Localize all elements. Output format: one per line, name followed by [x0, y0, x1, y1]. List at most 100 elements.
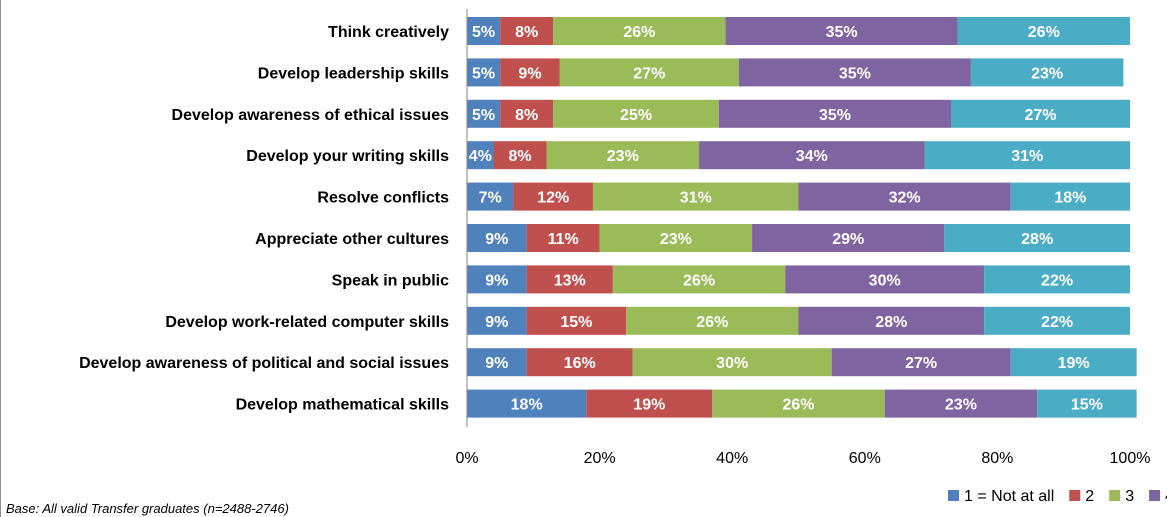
data-label: 35%	[839, 65, 871, 82]
bar-segment	[467, 306, 527, 335]
data-label: 8%	[515, 24, 538, 41]
data-label: 9%	[485, 231, 508, 248]
category-label: Speak in public	[332, 272, 449, 289]
bar-segment	[513, 182, 593, 211]
bar-segment	[1010, 348, 1137, 377]
legend-entry: 4	[1165, 488, 1167, 505]
bar-segment	[831, 348, 1011, 377]
category-label: Develop work-related computer skills	[165, 314, 449, 331]
category-label: Develop leadership skills	[258, 65, 449, 82]
bar-segment	[725, 17, 958, 45]
data-label: 18%	[1054, 190, 1086, 207]
data-label: 18%	[511, 397, 543, 414]
data-label: 23%	[1031, 65, 1063, 82]
bar-segment	[546, 141, 700, 170]
data-label: 31%	[680, 190, 712, 207]
data-label: 23%	[607, 148, 639, 165]
bar-segment	[984, 265, 1130, 294]
data-label: 27%	[1024, 107, 1056, 124]
data-label: 26%	[696, 314, 728, 331]
data-label: 27%	[633, 65, 665, 82]
data-label: 35%	[819, 107, 851, 124]
data-label: 26%	[683, 272, 715, 289]
data-label: 9%	[485, 314, 508, 331]
x-tick-label: 0%	[455, 450, 478, 467]
bar-segment	[526, 306, 627, 335]
legend-entry: 3	[1125, 488, 1134, 505]
legend-swatch	[948, 490, 959, 501]
legend-swatch	[1109, 490, 1121, 501]
data-label: 31%	[1011, 148, 1043, 165]
data-label: 26%	[1028, 24, 1060, 41]
bar-segment	[467, 58, 501, 87]
bar-segment	[559, 58, 739, 87]
bar-segment	[500, 17, 554, 45]
bar-segment	[467, 389, 587, 418]
data-label: 4%	[469, 148, 492, 165]
footnote: Base: All valid Transfer graduates (n=24…	[6, 501, 289, 516]
data-label: 23%	[660, 231, 692, 248]
x-tick-label: 60%	[849, 450, 881, 467]
legend-entry: 2	[1085, 488, 1094, 505]
bar-segment	[500, 99, 554, 128]
bar-segment	[467, 265, 527, 294]
x-axis-ticks: 0% 20% 40% 60% 80% 100%	[455, 450, 1150, 467]
data-label: 16%	[564, 355, 596, 372]
x-tick-label: 40%	[716, 450, 748, 467]
bar-segment	[632, 348, 832, 377]
data-label: 15%	[1071, 397, 1103, 414]
data-label: 5%	[472, 65, 495, 82]
bar-segment	[467, 141, 494, 170]
bar-segment	[467, 99, 501, 128]
data-label: 7%	[479, 190, 502, 207]
data-label: 5%	[472, 107, 495, 124]
data-label: 8%	[508, 148, 531, 165]
x-tick-label: 20%	[584, 450, 616, 467]
data-label: 11%	[548, 231, 579, 248]
bar-segment	[553, 17, 726, 45]
data-label: 9%	[518, 65, 541, 82]
bar-segment	[467, 182, 514, 211]
bar-segment	[924, 141, 1130, 170]
data-label: 13%	[554, 272, 586, 289]
bar-segment	[599, 224, 753, 252]
data-label: 34%	[796, 148, 828, 165]
legend-swatch	[1149, 490, 1161, 501]
data-label: 28%	[875, 314, 907, 331]
bar-segment	[970, 58, 1124, 87]
data-label: 8%	[515, 107, 538, 124]
bar-segment	[798, 306, 985, 335]
data-label: 30%	[716, 355, 748, 372]
bar-segment	[467, 348, 527, 377]
data-label: 9%	[485, 272, 508, 289]
bar-segment	[884, 389, 1038, 418]
bar-segment	[467, 17, 501, 45]
data-label: 9%	[485, 355, 508, 372]
bar-segment	[950, 99, 1130, 128]
legend-entry: 1 = Not at all	[964, 488, 1054, 505]
data-label: 22%	[1041, 314, 1073, 331]
category-label: Resolve conflicts	[317, 190, 449, 207]
data-label: 29%	[832, 231, 864, 248]
bar-segment	[718, 99, 951, 128]
bar-segment	[526, 265, 613, 294]
bar-segment	[493, 141, 547, 170]
data-label: 5%	[472, 24, 495, 41]
bar-series: 5% 8% 26% 35% 26% 5% 9% 27% 35% 23% 5% 8% 25% 35% 27% 4…	[467, 17, 1137, 418]
category-label: Develop awareness of political and socia…	[79, 355, 449, 372]
chart-frame-left-border	[0, 0, 1, 517]
data-label: 32%	[889, 190, 921, 207]
category-label: Think creatively	[328, 24, 449, 41]
data-label: 23%	[945, 397, 977, 414]
bar-segment	[612, 265, 786, 294]
category-label: Develop mathematical skills	[236, 397, 450, 414]
bar-segment	[984, 306, 1130, 335]
bar-segment	[1010, 182, 1130, 211]
bar-segment	[467, 224, 527, 252]
bar-segment	[526, 224, 600, 252]
legend: 1 = Not at all2345 = Great Extent	[948, 488, 1167, 505]
data-label: 28%	[1021, 231, 1053, 248]
bar-segment	[500, 58, 560, 87]
bar-segment	[752, 224, 945, 252]
